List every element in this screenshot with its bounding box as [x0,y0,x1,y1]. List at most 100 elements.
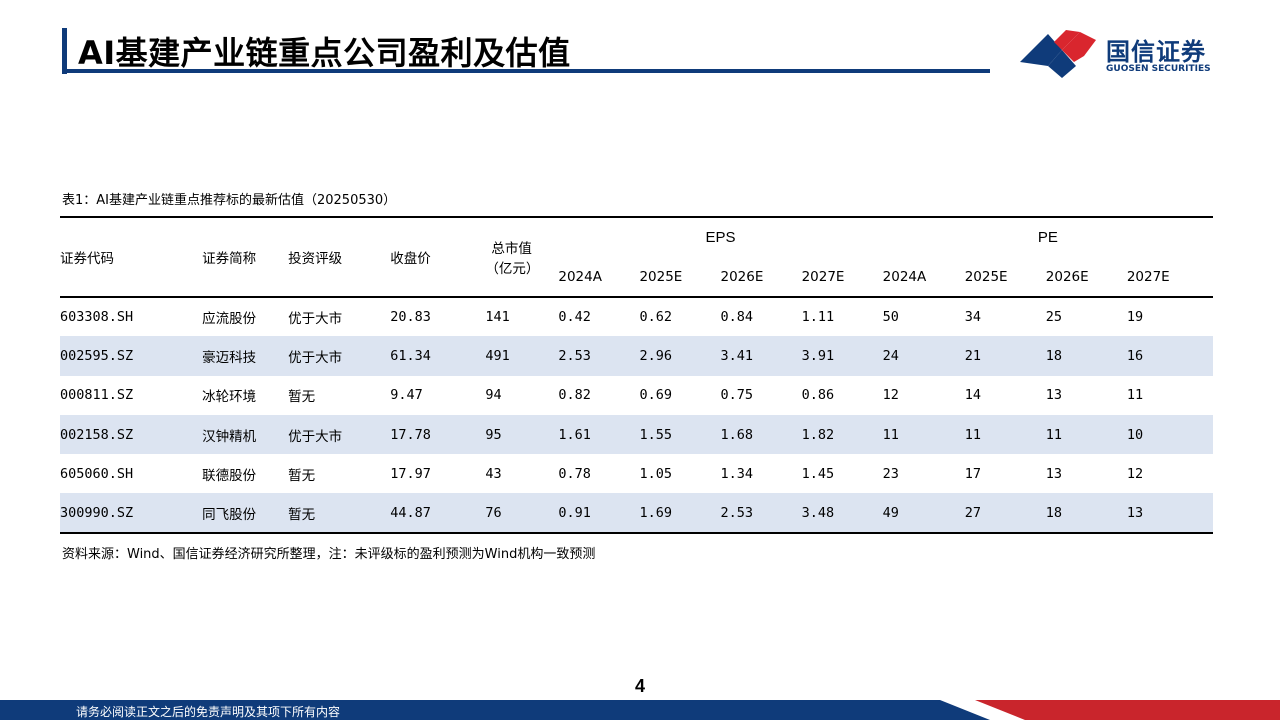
cell-eps-2027e: 1.45 [801,465,835,482]
footer-bar: 请务必阅读正文之后的免责声明及其项下所有内容 [0,700,1280,720]
cell-eps-2025e: 2.96 [639,347,672,364]
cell-market-cap: 141 [485,309,510,326]
cell-eps-2026e: 0.75 [720,387,754,404]
header-market-cap: 总市值 （亿元） [485,216,559,298]
header-pe-2024a: 2024A [882,257,965,298]
header-pe-group: PE [882,216,1213,257]
source-note: 资料来源：Wind、国信证券经济研究所整理，注：未评级标的盈利预测为Wind机构… [62,547,596,562]
header-eps-2025e: 2025E [639,257,721,298]
logo-chinese-name: 国信证券 [1106,38,1206,66]
table-caption: 表1：AI基建产业链重点推荐标的最新估值（20250530） [62,193,397,208]
cell-rating: 暂无 [288,389,316,406]
header-eps-2024a: 2024A [558,257,640,298]
cell-eps-2026e: 0.84 [720,309,754,326]
cell-eps-2024a: 0.42 [558,309,591,326]
cell-eps-2025e: 0.69 [639,387,672,404]
header-market-cap-line2: （亿元） [485,261,540,277]
cell-name: 联德股份 [202,467,257,484]
header-code: 证券代码 [60,216,203,298]
cell-code: 000811.SZ [60,387,134,404]
cell-close: 17.97 [390,465,431,482]
cell-pe-2024a: 49 [882,493,965,534]
cell-pe-2024a: 50 [882,309,899,326]
cell-name: 冰轮环境 [202,389,257,406]
footer-decoration-icon [0,700,1280,720]
cell-pe-2024a: 11 [882,426,899,443]
cell-pe-2026e: 13 [1045,465,1063,482]
cell-pe-2026e: 13 [1045,387,1063,404]
header-rating: 投资评级 [288,216,391,298]
cell-pe-2024a: 24 [882,347,899,364]
table-row: 002158.SZ 汉钟精机 优于大市 17.78 95 1.61 1.55 1… [60,414,1213,455]
cell-close: 61.34 [390,347,431,364]
table-row: 603308.SH 应流股份 优于大市 20.83 141 0.42 0.62 … [60,297,1213,336]
cell-pe-2025e: 34 [964,309,981,326]
cell-eps-2026e: 2.53 [720,493,802,534]
cell-pe-2026e: 25 [1045,309,1063,326]
cell-pe-2027e: 16 [1126,347,1144,364]
cell-market-cap: 94 [485,387,502,404]
table-row: 002595.SZ 豪迈科技 优于大市 61.34 491 2.53 2.96 … [60,336,1213,376]
cell-market-cap: 491 [485,347,510,364]
cell-rating: 暂无 [288,467,316,484]
cell-pe-2026e: 11 [1045,426,1063,443]
cell-eps-2026e: 3.41 [720,347,754,364]
cell-eps-2024a: 2.53 [558,347,591,364]
cell-market-cap: 43 [485,465,502,482]
cell-eps-2024a: 0.78 [558,465,591,482]
cell-eps-2025e: 1.69 [639,493,721,534]
company-logo: 国信证券 GUOSEN SECURITIES [1018,26,1228,80]
cell-eps-2025e: 1.55 [639,426,672,443]
cell-code: 603308.SH [60,309,134,326]
cell-market-cap: 76 [485,493,559,534]
cell-eps-2025e: 0.62 [639,309,672,326]
cell-eps-2027e: 3.48 [801,493,883,534]
cell-pe-2024a: 12 [882,387,899,404]
title-accent-bar [62,28,67,74]
header-eps-group: EPS [558,216,883,257]
cell-code: 605060.SH [60,465,134,482]
cell-pe-2025e: 11 [964,426,981,443]
cell-pe-2025e: 21 [964,347,981,364]
cell-pe-2027e: 12 [1126,465,1144,482]
page-number: 4 [634,676,645,696]
cell-pe-2026e: 18 [1045,347,1063,364]
cell-rating: 优于大市 [288,349,343,366]
cell-eps-2027e: 3.91 [801,347,835,364]
cell-close: 17.78 [390,426,431,443]
cell-close: 44.87 [390,493,486,534]
table-row: 300990.SZ 同飞股份 暂无 44.87 76 0.91 1.69 2.5… [60,493,1213,534]
guosen-logo-icon [1020,30,1096,78]
cell-name: 豪迈科技 [202,349,257,366]
cell-close: 20.83 [390,309,431,326]
cell-rating: 优于大市 [288,311,343,328]
page-title: AI基建产业链重点公司盈利及估值 [78,34,571,72]
header-pe-2025e: 2025E [964,257,1046,298]
cell-code: 002158.SZ [60,426,134,443]
cell-market-cap: 95 [485,426,502,443]
cell-eps-2024a: 0.91 [558,493,640,534]
logo-english-name: GUOSEN SECURITIES [1106,64,1211,74]
cell-eps-2027e: 0.86 [801,387,835,404]
cell-pe-2025e: 27 [964,493,1046,534]
cell-pe-2027e: 19 [1126,309,1144,326]
header-close: 收盘价 [390,216,486,298]
cell-eps-2024a: 0.82 [558,387,591,404]
cell-rating: 优于大市 [288,428,343,445]
title-underline [62,69,990,73]
header-eps-2026e: 2026E [720,257,802,298]
header-pe-2026e: 2026E [1045,257,1127,298]
cell-eps-2027e: 1.11 [801,309,835,326]
valuation-table: 证券代码 证券简称 投资评级 收盘价 总市值 （亿元） EPS PE 2024A… [60,216,1213,534]
cell-name: 同飞股份 [202,493,289,534]
cell-eps-2027e: 1.82 [801,426,835,443]
cell-pe-2025e: 17 [964,465,981,482]
cell-eps-2025e: 1.05 [639,465,672,482]
cell-pe-2024a: 23 [882,465,899,482]
cell-name: 应流股份 [202,311,257,328]
cell-close: 9.47 [390,387,423,404]
cell-eps-2026e: 1.34 [720,465,754,482]
cell-eps-2026e: 1.68 [720,426,754,443]
cell-name: 汉钟精机 [202,428,257,445]
cell-pe-2027e: 13 [1126,493,1213,534]
